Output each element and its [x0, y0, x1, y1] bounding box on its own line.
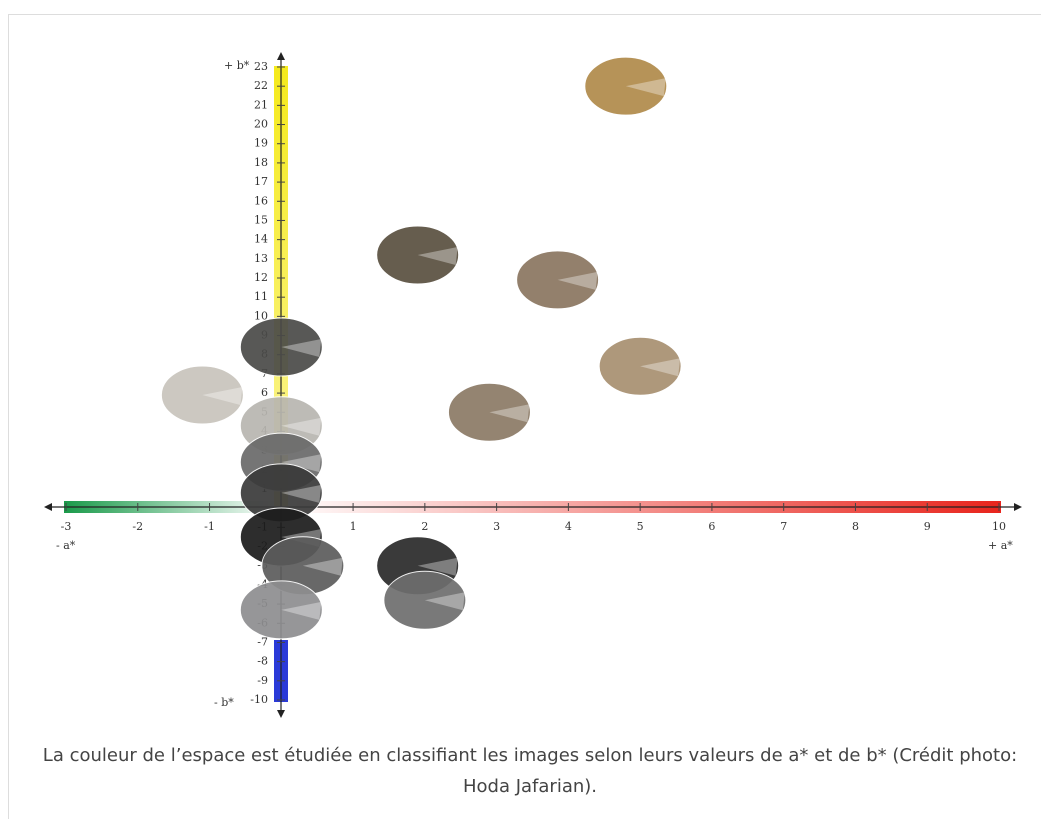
y-tick-label: -10 — [250, 693, 268, 706]
photo-point — [584, 56, 668, 116]
photo-wedge — [557, 271, 598, 290]
x-tick-label: 8 — [852, 520, 859, 533]
photo-wedge — [281, 484, 322, 503]
x-tick-label: 3 — [493, 520, 500, 533]
figure-frame — [8, 14, 1041, 819]
photo-wedge — [640, 358, 681, 377]
y-tick-label: 12 — [254, 271, 268, 284]
photo-wedge — [417, 557, 458, 576]
photo-wedge — [489, 404, 530, 423]
x-tick-label: 7 — [780, 520, 787, 533]
photo-wedge — [281, 601, 322, 620]
photo-point — [383, 570, 467, 630]
y-tick-label: 18 — [254, 156, 268, 169]
x-tick-label: -3 — [61, 520, 72, 533]
x-tick-label: 5 — [637, 520, 644, 533]
photo-wedge — [281, 339, 322, 358]
y-tick-label: 13 — [254, 252, 268, 265]
y-tick-label: 15 — [254, 213, 268, 226]
photo-wedge — [424, 592, 465, 611]
y-tick-label: 17 — [254, 175, 268, 188]
photo-wedge — [302, 557, 343, 576]
photo-point — [516, 250, 600, 310]
b-neg-label: - b* — [214, 696, 234, 709]
y-tick-label: -8 — [257, 655, 268, 668]
y-tick-label: 20 — [254, 118, 268, 131]
x-tick-label: 1 — [350, 520, 357, 533]
x-tick-label: 6 — [708, 520, 715, 533]
photo-point — [239, 317, 323, 377]
b-pos-label: + b* — [224, 59, 250, 72]
x-tick-label: 2 — [421, 520, 428, 533]
y-tick-label: -7 — [257, 635, 268, 648]
y-tick-label: 23 — [254, 60, 268, 73]
y-tick-label: 19 — [254, 137, 268, 150]
photo-wedge — [281, 454, 322, 473]
photo-point — [376, 225, 460, 285]
y-tick-label: -9 — [257, 674, 268, 687]
photo-point — [598, 336, 682, 396]
x-tick-label: 9 — [924, 520, 931, 533]
y-tick-label: 21 — [254, 98, 268, 111]
photo-wedge — [281, 417, 322, 436]
y-tick-label: 11 — [254, 290, 268, 303]
a-pos-label: + a* — [988, 539, 1013, 552]
photo-point — [239, 580, 323, 640]
x-tick-label: 4 — [565, 520, 572, 533]
y-tick-label: 22 — [254, 79, 268, 92]
y-tick-label: 16 — [254, 194, 268, 207]
x-tick-label: -2 — [132, 520, 143, 533]
photo-wedge — [625, 78, 666, 97]
caption: La couleur de l’espace est étudiée en cl… — [42, 745, 1018, 797]
a-neg-label: - a* — [56, 539, 76, 552]
y-tick-label: 6 — [261, 386, 268, 399]
x-tick-label: -1 — [204, 520, 215, 533]
photo-point — [447, 382, 531, 442]
y-tick-label: 14 — [254, 233, 268, 246]
photo-point — [160, 365, 244, 425]
x-tick-label: 10 — [992, 520, 1006, 533]
photo-wedge — [202, 387, 243, 406]
photo-wedge — [417, 246, 458, 265]
y-tick-label: 10 — [254, 309, 268, 322]
